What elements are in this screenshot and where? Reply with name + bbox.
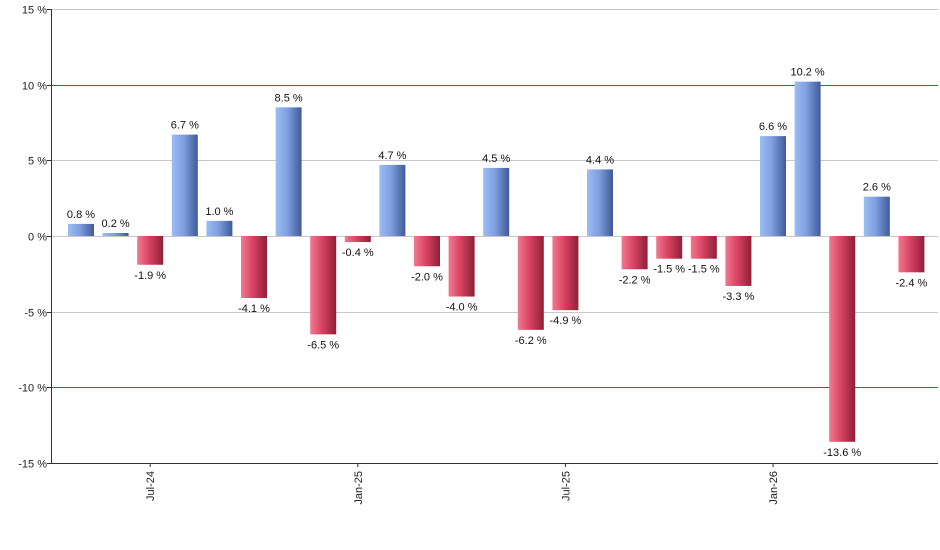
y-tick-label: -5 % <box>24 308 47 320</box>
y-tick-label: 10 % <box>22 81 47 93</box>
data-label: -4.1 % <box>238 303 270 315</box>
bar <box>690 236 717 259</box>
data-label: -4.0 % <box>446 302 478 314</box>
bar <box>621 236 648 270</box>
bar <box>344 236 371 243</box>
data-label: -2.4 % <box>896 277 928 289</box>
bar <box>171 134 198 236</box>
y-tick-label: -10 % <box>18 383 47 395</box>
data-label: 0.8 % <box>67 209 95 221</box>
data-label: 4.4 % <box>586 154 614 166</box>
bar <box>137 236 164 265</box>
x-tick-label: Jan-26 <box>768 471 780 505</box>
bar <box>656 236 683 259</box>
bar <box>517 236 544 330</box>
x-tick-label: Jul-25 <box>560 471 572 501</box>
bar <box>483 167 510 236</box>
data-label: -6.5 % <box>307 339 339 351</box>
bar <box>898 236 925 273</box>
y-tick-label: 0 % <box>28 232 47 244</box>
bar <box>68 223 94 236</box>
data-label: 2.6 % <box>863 182 891 194</box>
data-label: 4.7 % <box>378 150 406 162</box>
data-label: 1.0 % <box>205 206 233 218</box>
bar <box>206 220 233 236</box>
bar <box>829 236 856 442</box>
data-label: -3.3 % <box>723 291 755 303</box>
bar <box>379 164 406 236</box>
data-labels: 0.8 % 0.2 % -1.9 % 6.7 % 1.0 % -4.1 % 8.5 % -6.… <box>67 67 928 459</box>
data-label: 8.5 % <box>275 92 303 104</box>
data-label: -6.2 % <box>515 335 547 347</box>
data-label: 6.6 % <box>759 121 787 133</box>
data-label: -1.5 % <box>688 264 720 276</box>
y-tick-label: 5 % <box>28 156 47 168</box>
x-tick-label: Jan-25 <box>353 471 365 505</box>
bar <box>310 236 337 335</box>
bar <box>241 236 267 299</box>
axes: -15 % -10 % -5 % 0 % 5 % 10 % 15 % Jul-24 Jan-25… <box>18 5 938 505</box>
y-tick-label: -15 % <box>18 459 47 471</box>
data-label: 6.7 % <box>171 120 199 132</box>
data-label: -4.9 % <box>550 315 582 327</box>
bar <box>275 107 302 236</box>
data-label: 0.2 % <box>102 218 130 230</box>
bar <box>863 196 890 236</box>
data-label: 4.5 % <box>482 153 510 165</box>
bar <box>414 236 440 267</box>
data-label: -1.9 % <box>134 270 166 282</box>
bar <box>448 236 475 297</box>
bar <box>552 236 579 311</box>
bar <box>102 232 129 236</box>
data-label: -2.2 % <box>619 274 651 286</box>
bar <box>794 81 821 236</box>
grid-lines <box>51 9 938 388</box>
y-tick-label: 15 % <box>22 5 47 17</box>
data-label: 10.2 % <box>790 67 824 79</box>
bars <box>68 81 925 442</box>
data-label: -2.0 % <box>411 271 443 283</box>
data-label: -1.5 % <box>653 264 685 276</box>
bar <box>587 169 613 236</box>
data-label: -13.6 % <box>823 447 861 459</box>
bar <box>760 136 786 236</box>
bar <box>725 236 752 286</box>
x-tick-label: Jul-24 <box>145 471 157 501</box>
data-label: -0.4 % <box>342 247 374 259</box>
